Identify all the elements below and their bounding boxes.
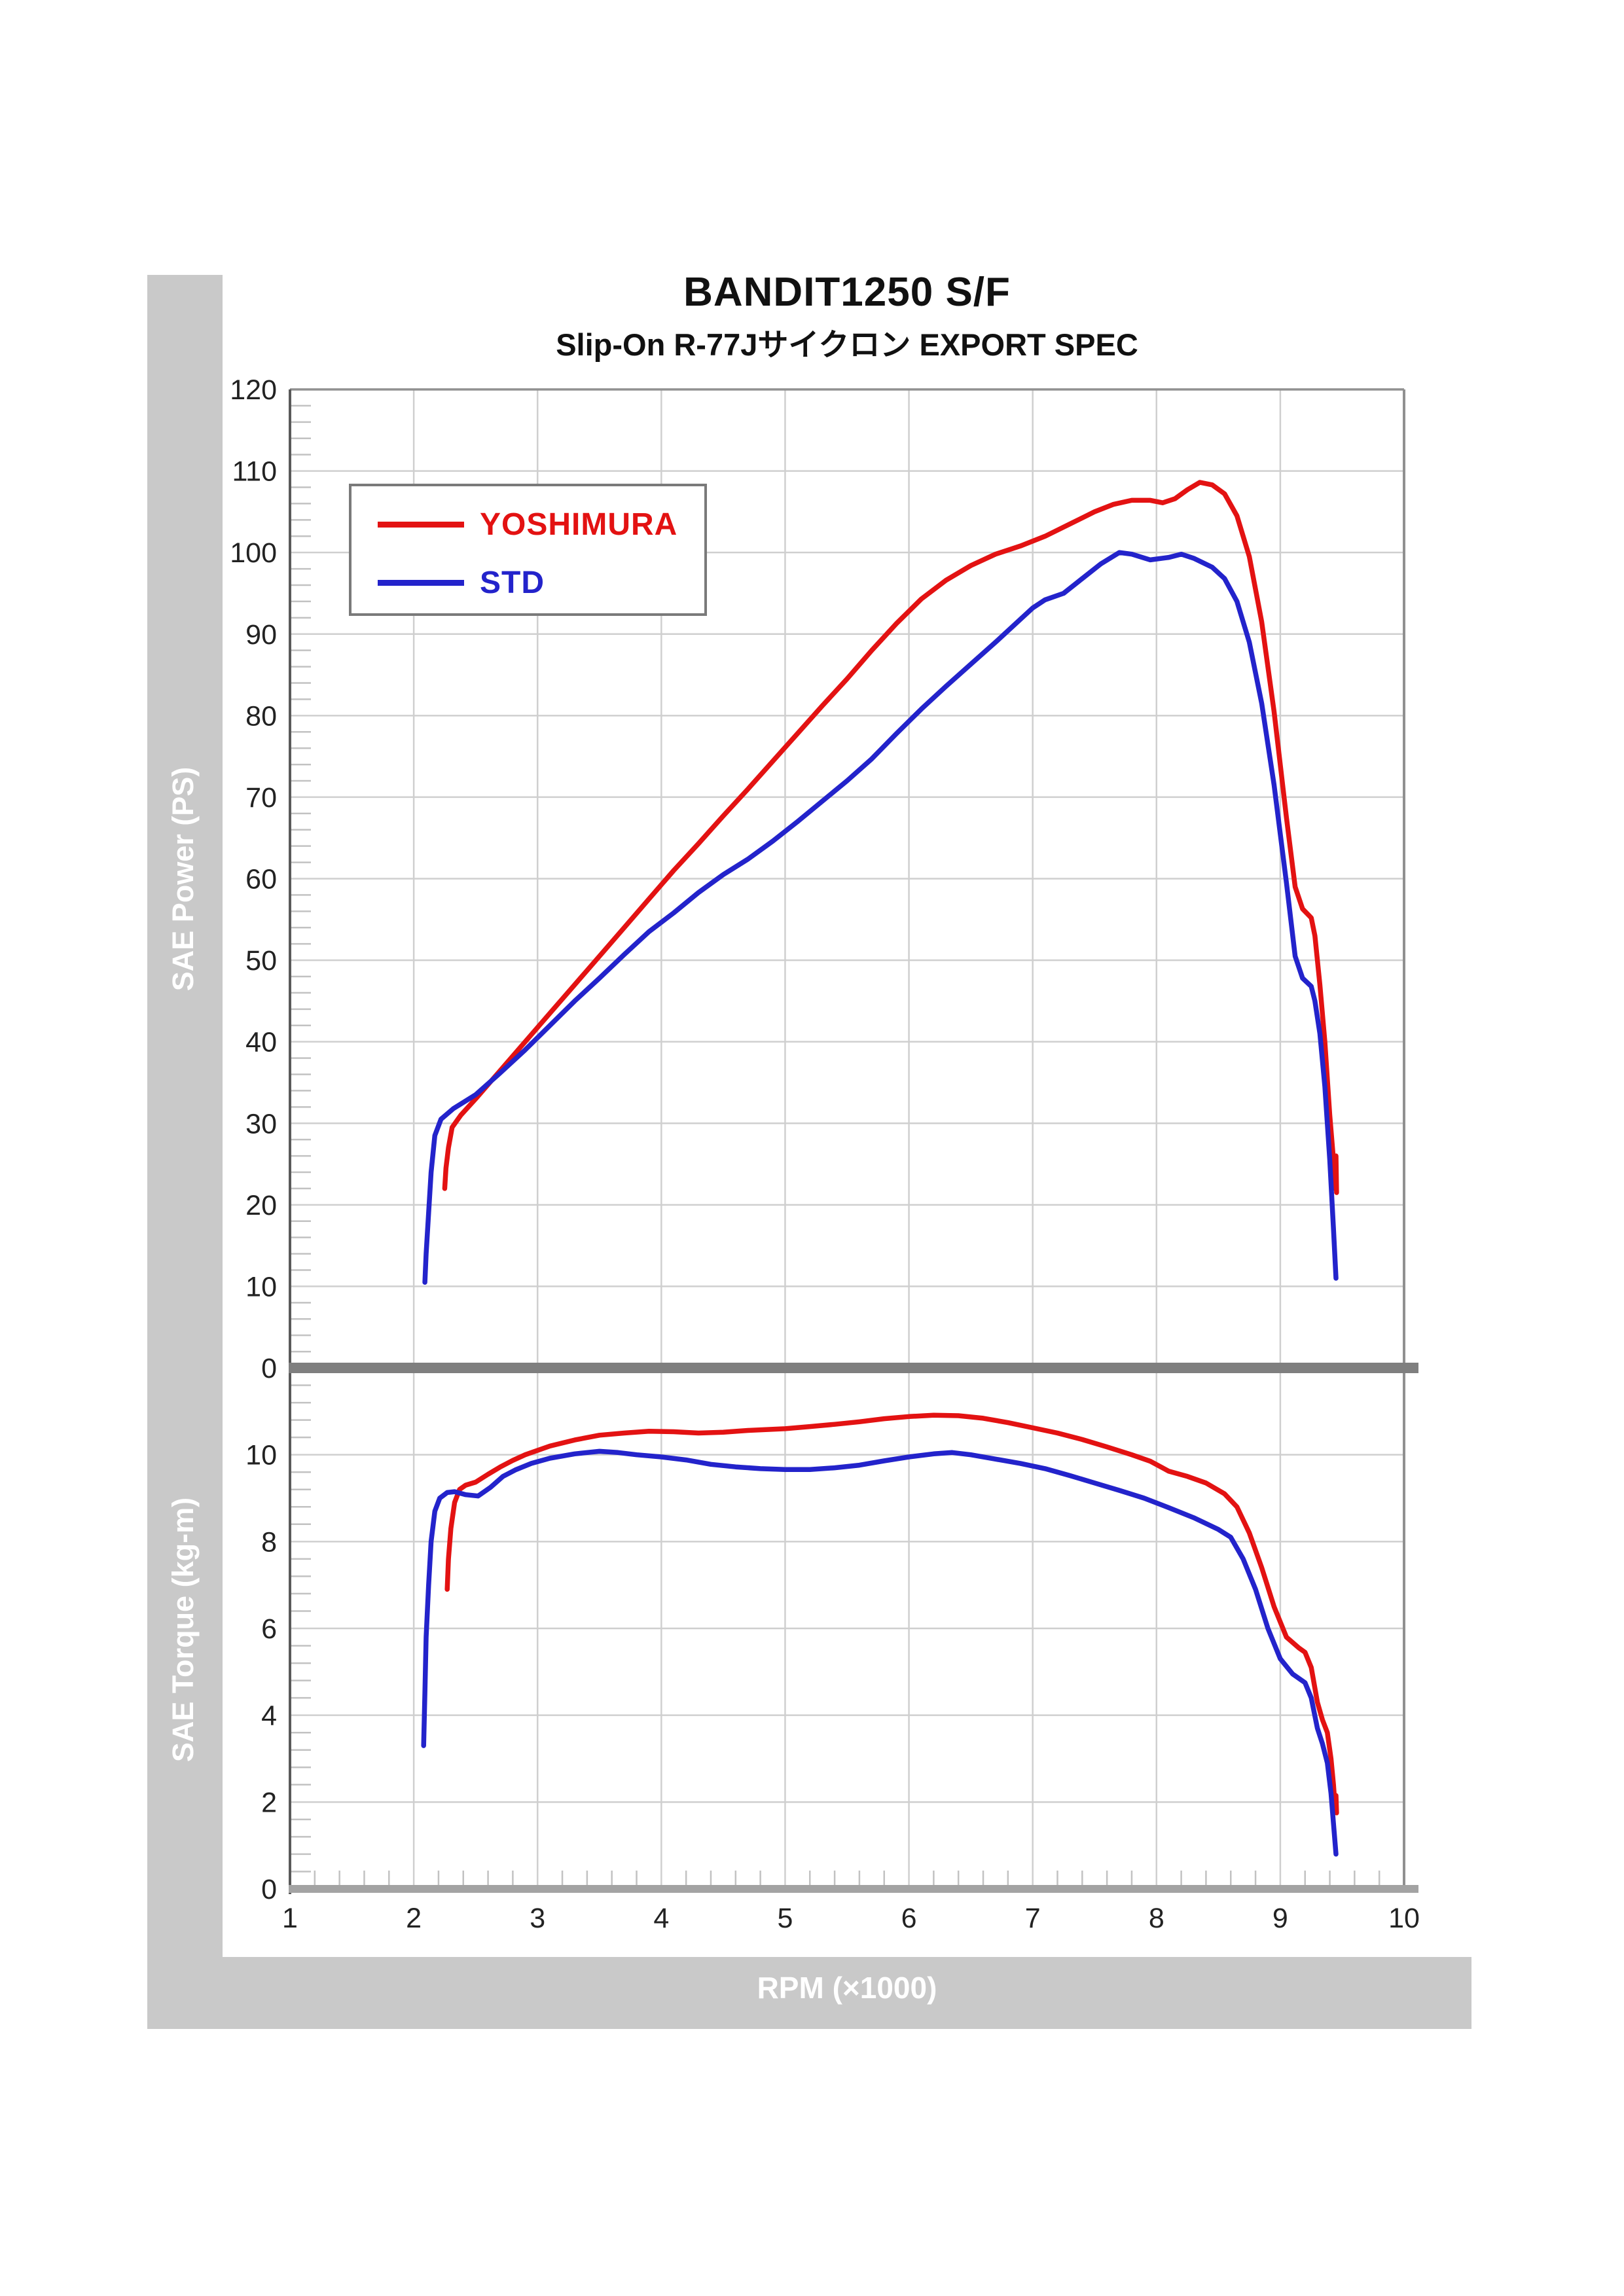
legend-item-std: STD <box>378 565 545 600</box>
std-line-swatch <box>378 579 464 586</box>
yoshimura-line-swatch <box>378 521 464 528</box>
power-tick-label: 30 <box>245 1108 277 1139</box>
x-tick-label: 4 <box>653 1903 669 1934</box>
legend: YOSHIMURA STD <box>349 484 707 616</box>
x-tick-label: 7 <box>1025 1903 1041 1934</box>
power-tick-label: 60 <box>245 864 277 895</box>
legend-label-yoshimura: YOSHIMURA <box>480 507 678 542</box>
x-tick-label: 8 <box>1149 1903 1164 1934</box>
torque-tick-label: 8 <box>261 1526 277 1558</box>
curve-std-power <box>422 550 1339 1285</box>
power-tick-label: 40 <box>245 1027 277 1058</box>
power-tick-label: 10 <box>245 1271 277 1302</box>
power-tick-label: 100 <box>230 537 277 569</box>
curve-yoshimura-power <box>442 480 1339 1195</box>
left-gray-sidebar <box>147 275 223 2029</box>
x-tick-label: 6 <box>901 1903 917 1934</box>
x-tick-label: 10 <box>1388 1903 1420 1934</box>
page-subtitle: Slip-On R-77Jサイクロン EXPORT SPEC <box>556 327 1138 362</box>
rpm-axis-label: RPM (×1000) <box>757 1971 937 2005</box>
torque-tick-label: 2 <box>261 1787 277 1818</box>
torque-tick-label: 6 <box>261 1613 277 1645</box>
torque-tick-label: 0 <box>261 1874 277 1905</box>
power-tick-label: 70 <box>245 782 277 814</box>
x-tick-label: 5 <box>777 1903 793 1934</box>
x-tick-label: 9 <box>1272 1903 1288 1934</box>
curve-yoshimura-torque <box>444 1412 1339 1816</box>
power-tick-label: 20 <box>245 1190 277 1221</box>
bottom-gray-bar <box>147 1957 1471 2029</box>
legend-label-std: STD <box>480 565 545 600</box>
power-tick-label: 120 <box>230 374 277 406</box>
power-tick-label: 90 <box>245 619 277 651</box>
power-tick-label: 80 <box>245 700 277 732</box>
page-title: BANDIT1250 S/F <box>683 270 1011 315</box>
legend-item-yoshimura: YOSHIMURA <box>378 507 678 542</box>
power-tick-label: 0 <box>261 1353 277 1384</box>
torque-tick-label: 4 <box>261 1700 277 1732</box>
x-tick-label: 3 <box>530 1903 545 1934</box>
torque-tick-label: 10 <box>245 1440 277 1471</box>
curve-std-torque <box>421 1448 1339 1857</box>
x-tick-label: 1 <box>282 1903 298 1934</box>
x-tick-label: 2 <box>406 1903 422 1934</box>
power-tick-label: 110 <box>232 456 277 488</box>
power-tick-label: 50 <box>245 945 277 977</box>
